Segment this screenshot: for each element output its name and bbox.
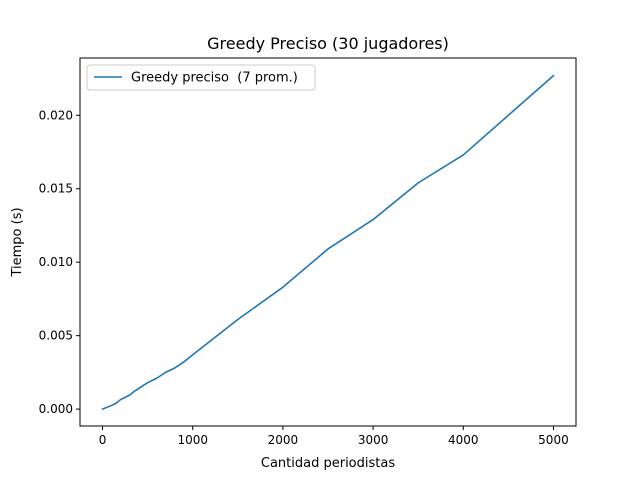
axes-frame [79,57,577,427]
y-axis: 0.000 0.005 0.010 0.015 0.020 [39,108,80,416]
y-tick-label: 0.000 [39,402,73,416]
y-tick-label: 0.010 [39,255,73,269]
legend-label: Greedy preciso (7 prom.) [131,71,298,86]
x-tick-label: 1000 [177,433,208,447]
series-line-0 [101,74,555,411]
x-tick-label: 4000 [448,433,479,447]
legend: Greedy preciso (7 prom.) [86,64,316,91]
y-tick-label: 0.020 [39,108,73,122]
y-tick-label: 0.005 [39,329,73,343]
x-axis: 0 1000 2000 3000 4000 5000 [99,426,569,447]
legend-box [86,64,316,91]
x-axis-label: Cantidad periodistas [261,456,395,471]
x-tick-label: 5000 [538,433,569,447]
x-tick-label: 0 [99,433,107,447]
chart-title: Greedy Preciso (30 jugadores) [207,34,449,53]
x-tick-label: 3000 [358,433,389,447]
y-axis-label: Tiempo (s) [10,207,25,277]
y-tick-label: 0.015 [39,182,73,196]
plot-area [101,74,555,411]
x-tick-label: 2000 [268,433,299,447]
